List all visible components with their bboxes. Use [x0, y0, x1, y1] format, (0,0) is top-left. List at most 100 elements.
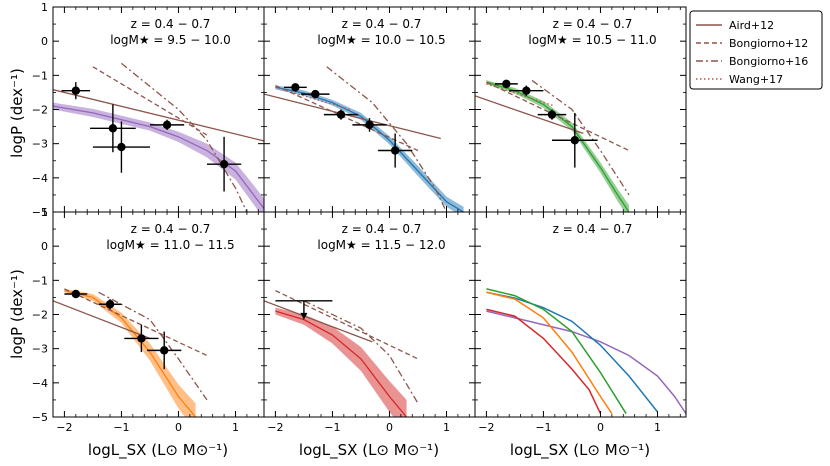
panel-title-redshift: z = 0.4 − 0.7 [131, 17, 211, 31]
x-axis-label-2: logL_SX (L⊙ M⊙⁻¹) [299, 441, 439, 460]
series-line-9.5-10.0 [486, 310, 686, 414]
bongiorno16-line [531, 79, 630, 196]
panel-plot-area [486, 288, 686, 414]
upper-limit-arrow-head [300, 312, 308, 320]
model-line [275, 310, 408, 417]
x-tick-label: −2 [267, 421, 283, 434]
x-tick-label: 1 [443, 421, 450, 434]
data-point [105, 300, 115, 309]
model-band [53, 102, 264, 212]
x-tick-label: −1 [113, 421, 129, 434]
panel-title-redshift: z = 0.4 − 0.7 [342, 222, 422, 236]
panel-2: z = 0.4 − 0.7 logM★ = 10.0 − 10.5 [263, 6, 476, 213]
bongiorno12-line [275, 289, 419, 360]
panel-title-mass-range: logM★ = 9.5 − 10.0 [110, 33, 231, 47]
y-tick-label: 0 [41, 240, 48, 253]
y-tick-label: −1 [32, 69, 48, 82]
legend-label-aird: Aird+12 [729, 19, 774, 32]
panel-title-redshift: z = 0.4 − 0.7 [131, 222, 211, 236]
bongiorno12-line [64, 288, 208, 357]
model-band [64, 288, 196, 417]
legend-label-bongiorno12: Bongiorno+12 [729, 37, 808, 50]
data-point [291, 83, 300, 92]
wang17-line [275, 86, 350, 111]
panel-plot-area [53, 62, 264, 212]
panel-title-redshift: z = 0.4 − 0.7 [553, 17, 633, 31]
panel-plot-area [264, 66, 464, 212]
panel-5: −2 −1 0 1 z = 0.4 − 0.7 logM★ = 11.5 − 12.0 [263, 211, 476, 434]
panel-plot-area [264, 289, 419, 417]
panel-1: −5 −4 −3 −2 −1 0 1 z = 0.4 − 0.7 logM★ = 9.5 − 1… [32, 1, 265, 219]
model-line [486, 81, 630, 212]
y-tick-label: −1 [32, 274, 48, 287]
aird12-line [53, 300, 151, 340]
model-line [53, 105, 264, 209]
x-tick-label: 1 [654, 421, 661, 434]
aird12-line [264, 300, 373, 343]
bongiorno12-line [486, 81, 630, 152]
data-point [117, 142, 126, 152]
data-point [160, 346, 169, 355]
data-point [502, 79, 511, 89]
x-axis-label-3: logL_SX (L⊙ M⊙⁻¹) [510, 441, 650, 460]
y-tick-label: 1 [41, 206, 48, 219]
panel-plot-area [53, 288, 208, 417]
x-tick-label: −2 [478, 421, 494, 434]
data-point [522, 86, 531, 95]
bongiorno16-line [326, 66, 448, 212]
y-axis-label-bottom: logP (dex⁻¹) [8, 269, 26, 359]
data-point [570, 136, 579, 145]
legend: Aird+12 Bongiorno+12 Bongiorno+16 Wang+1… [689, 10, 823, 90]
y-tick-label: −3 [32, 343, 48, 356]
bongiorno16-line [303, 300, 419, 404]
panel-title-redshift: z = 0.4 − 0.7 [553, 222, 633, 236]
aird12-line [264, 93, 441, 140]
data-point [336, 110, 346, 119]
y-tick-label: 1 [41, 1, 48, 14]
y-tick-label: −2 [32, 104, 48, 117]
x-tick-label: 0 [386, 421, 393, 434]
bongiorno16-line [98, 291, 208, 401]
x-tick-label: 0 [597, 421, 604, 434]
y-tick-label: −4 [32, 377, 48, 390]
panel-title-redshift: z = 0.4 − 0.7 [342, 17, 422, 31]
legend-box [689, 10, 823, 90]
x-tick-label: −1 [535, 421, 551, 434]
y-tick-label: −5 [32, 411, 48, 424]
x-axis-label-1: logL_SX (L⊙ M⊙⁻¹) [88, 441, 228, 460]
model-band [275, 307, 407, 417]
y-axis-label-top: logP (dex⁻¹) [8, 68, 26, 158]
aird12-line [475, 95, 584, 135]
data-point [162, 120, 172, 130]
panel-plot-area [475, 79, 630, 212]
y-tick-label: 0 [41, 35, 48, 48]
panel-title-mass-range: logM★ = 11.0 − 11.5 [106, 238, 234, 252]
panel-title-mass-range: logM★ = 10.5 − 11.0 [528, 33, 656, 47]
data-point [365, 120, 374, 130]
panel-6: −2 −1 0 1 z = 0.4 − 0.7 [474, 211, 687, 434]
y-tick-label: −3 [32, 138, 48, 151]
panel-4: −5 −4 −3 −2 −1 0 1 −2 −1 0 1 z = 0.4 − 0.7 logM★ = 1… [32, 206, 265, 434]
model-band [486, 80, 629, 212]
data-point [311, 89, 320, 99]
aird12-line [53, 89, 264, 142]
panel-3: z = 0.4 − 0.7 logM★ = 10.5 − 11.0 [474, 6, 687, 213]
data-point [108, 124, 118, 133]
legend-label-wang17: Wang+17 [729, 73, 783, 86]
data-point [390, 146, 400, 155]
model-band [275, 85, 464, 212]
y-tick-label: −5 [32, 206, 48, 219]
x-tick-label: 0 [175, 421, 182, 434]
bongiorno12-line [275, 84, 419, 152]
bongiorno16-line [121, 62, 248, 212]
bongiorno12-line [92, 66, 208, 136]
x-tick-label: 1 [232, 421, 239, 434]
panel-title-mass-range: logM★ = 10.0 − 10.5 [317, 33, 445, 47]
model-line [64, 289, 197, 417]
series-line-11.5-12.0 [486, 308, 602, 414]
series-line-10.0-10.5 [486, 291, 659, 413]
series-line-10.5-11.0 [486, 288, 627, 414]
series-line-11.0-11.5 [486, 291, 613, 414]
legend-label-bongiorno16: Bongiorno+16 [729, 55, 808, 68]
data-point [71, 289, 81, 299]
